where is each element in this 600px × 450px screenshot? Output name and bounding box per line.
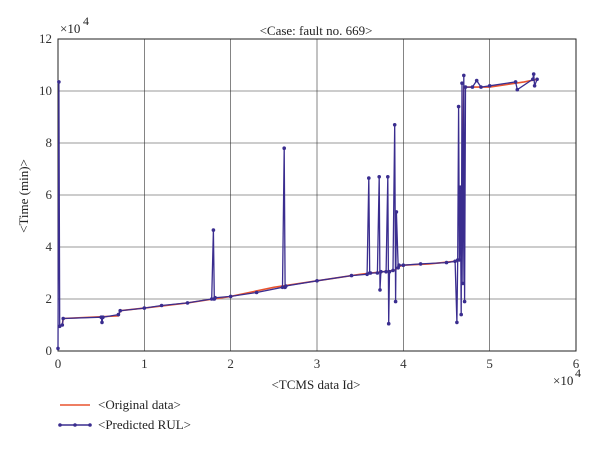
legend: <Original data> <Predicted RUL>: [58, 397, 191, 432]
data-point: [463, 85, 468, 89]
y-tick-label: 2: [46, 291, 53, 306]
data-point: [101, 315, 105, 320]
data-point: [397, 263, 401, 268]
data-point: [159, 303, 164, 308]
y-tick-label: 4: [46, 239, 53, 254]
legend-item-predicted: <Predicted RUL>: [58, 417, 191, 432]
y-tick-label: 12: [39, 31, 52, 46]
x-axis-label: <TCMS data Id>: [271, 377, 360, 392]
data-point: [418, 262, 423, 266]
y-axis-label: <Time (min)>: [16, 159, 31, 233]
data-point: [391, 268, 395, 273]
legend-marker-predicted: [88, 423, 92, 427]
data-point: [282, 146, 287, 150]
data-point: [531, 72, 536, 76]
data-point: [393, 299, 398, 304]
data-point: [470, 85, 475, 89]
data-point: [532, 84, 537, 88]
data-point: [462, 73, 466, 78]
y-tick-label: 8: [46, 135, 53, 150]
x-multiplier-base: ×10: [553, 373, 573, 388]
data-point: [116, 312, 121, 317]
data-point: [375, 271, 380, 275]
data-point: [280, 285, 285, 290]
data-point: [379, 269, 383, 274]
data-point: [211, 228, 216, 232]
data-point: [386, 321, 391, 326]
legend-marker-predicted: [73, 423, 77, 427]
data-point: [459, 312, 464, 317]
data-point: [315, 279, 319, 283]
y-multiplier-exponent: 4: [83, 14, 89, 28]
data-point: [118, 308, 122, 313]
data-point: [479, 85, 483, 89]
y-tick-label: 10: [39, 83, 52, 98]
legend-item-original: <Original data>: [60, 397, 181, 412]
data-point: [444, 260, 449, 265]
data-point: [457, 258, 462, 262]
data-point: [185, 301, 190, 305]
y-multiplier-base: ×10: [60, 21, 80, 36]
x-multiplier: ×10 4: [553, 366, 581, 388]
data-point: [455, 320, 459, 325]
data-point: [531, 77, 535, 82]
data-point: [384, 269, 388, 274]
data-point: [61, 316, 65, 321]
data-point: [401, 263, 406, 268]
data-point: [209, 297, 214, 301]
data-point: [368, 271, 373, 275]
x-tick-label: 0: [55, 356, 62, 371]
data-point: [378, 288, 382, 292]
series-line: [57, 73, 538, 349]
legend-label-original: <Original data>: [98, 397, 181, 412]
data-point: [56, 346, 60, 351]
data-point: [474, 78, 479, 83]
x-multiplier-exponent: 4: [575, 366, 581, 380]
legend-label-predicted: <Predicted RUL>: [98, 417, 191, 432]
data-point: [377, 175, 382, 179]
data-point: [458, 185, 463, 189]
data-point: [228, 294, 233, 299]
data-point: [456, 104, 461, 109]
series-layer: [56, 72, 539, 351]
y-multiplier: ×10 4: [60, 14, 89, 36]
data-point: [57, 80, 61, 84]
data-point: [394, 210, 399, 214]
data-point: [349, 273, 354, 278]
legend-marker-predicted: [58, 423, 62, 427]
data-point: [487, 84, 492, 88]
data-point: [461, 281, 465, 286]
data-point: [284, 284, 288, 288]
data-point: [386, 175, 390, 179]
data-point: [392, 123, 397, 127]
data-point: [462, 299, 467, 304]
data-point: [213, 295, 217, 300]
x-tick-label: 4: [400, 356, 407, 371]
data-point: [535, 77, 539, 82]
series-predicted-rul: [56, 72, 539, 351]
y-tick-label: 6: [46, 187, 53, 202]
y-tick-label: 0: [46, 343, 53, 358]
x-tick-label: 2: [227, 356, 234, 371]
data-point: [254, 290, 259, 295]
x-tick-label: 5: [486, 356, 493, 371]
data-point: [513, 80, 518, 84]
data-point: [460, 81, 464, 85]
data-point: [60, 323, 65, 327]
data-point: [142, 306, 147, 310]
data-point: [387, 269, 392, 274]
data-point: [515, 87, 520, 92]
x-tick-label: 3: [314, 356, 321, 371]
x-tick-label: 6: [573, 356, 580, 371]
data-point: [367, 176, 371, 180]
chart-title: <Case: fault no. 669>: [260, 23, 373, 38]
x-tick-label: 1: [141, 356, 148, 371]
data-point: [100, 320, 104, 325]
